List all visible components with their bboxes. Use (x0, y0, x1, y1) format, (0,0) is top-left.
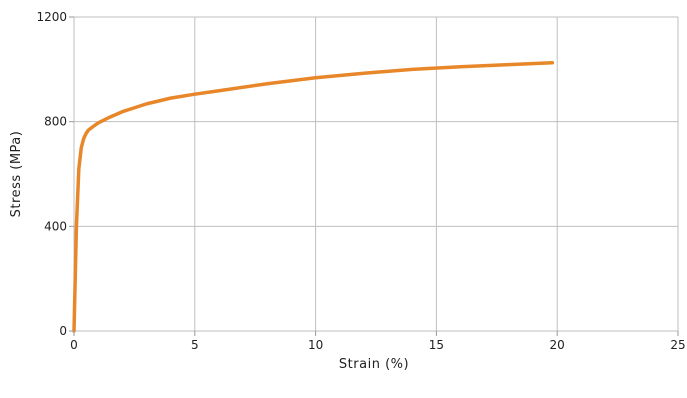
y-tick-label-2: 800 (44, 115, 67, 129)
y-tick-label-1: 400 (44, 219, 67, 233)
grid (73, 16, 679, 332)
y-axis-ticks: 0 400 800 1200 (36, 10, 74, 338)
x-axis-label: Strain (%) (339, 357, 409, 372)
x-axis-ticks: 0 5 10 15 20 25 (70, 331, 686, 352)
x-tick-label-4: 20 (550, 338, 565, 352)
y-tick-label-3: 1200 (36, 10, 67, 24)
series-line-0 (72, 61, 555, 333)
x-tick-label-2: 10 (308, 338, 323, 352)
y-tick-label-0: 0 (59, 324, 67, 338)
x-tick-label-3: 15 (429, 338, 444, 352)
series-group (72, 61, 555, 333)
x-tick-label-5: 25 (670, 338, 685, 352)
x-tick-label-0: 0 (70, 338, 78, 352)
y-axis-label: Stress (MPa) (9, 131, 24, 218)
x-tick-label-1: 5 (191, 338, 199, 352)
